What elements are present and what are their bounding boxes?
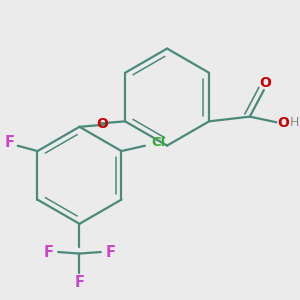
Text: F: F	[44, 244, 54, 260]
Text: F: F	[74, 275, 85, 290]
Text: O: O	[96, 117, 108, 131]
Text: F: F	[105, 244, 115, 260]
Text: Cl: Cl	[151, 136, 166, 149]
Text: O: O	[259, 76, 271, 90]
Text: F: F	[4, 135, 14, 150]
Text: H: H	[290, 116, 299, 129]
Text: O: O	[277, 116, 289, 130]
